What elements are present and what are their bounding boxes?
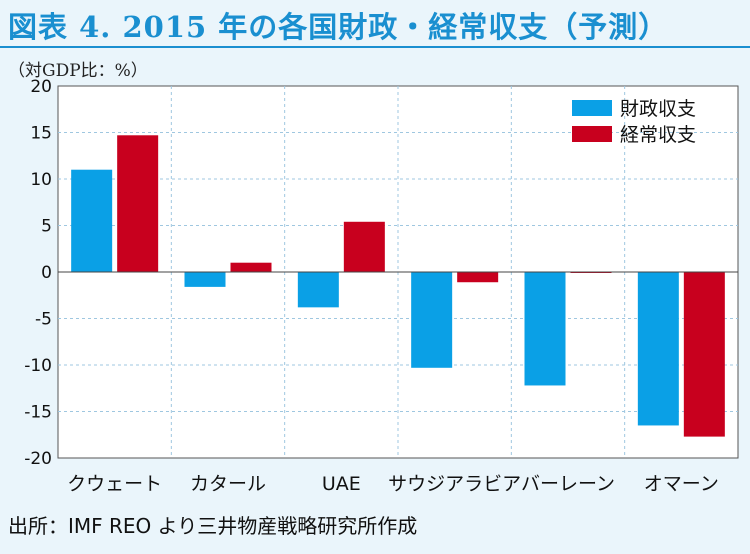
bar-fiscal-0 [71, 169, 113, 272]
bar-fiscal-3 [411, 272, 453, 368]
y-tick-label: 5 [41, 217, 52, 237]
unit-note: （対GDP比：%） [8, 61, 148, 81]
x-tick-label: バーレーン [521, 473, 615, 495]
bar-fiscal-4 [524, 272, 566, 386]
x-tick-label: カタール [190, 473, 266, 495]
bar-fiscal-2 [297, 272, 339, 308]
bars [71, 135, 725, 437]
bar-current-3 [457, 272, 499, 283]
bar-current-1 [230, 262, 272, 272]
y-tick-label: -5 [35, 310, 52, 330]
legend-label: 財政収支 [620, 98, 696, 120]
bar-fiscal-1 [184, 272, 226, 287]
source-note: 出所：IMF REO より三井物産戦略研究所作成 [8, 514, 418, 538]
x-tick-label: UAE [322, 473, 361, 495]
x-tick-label: オマーン [644, 473, 719, 495]
y-tick-label: -20 [24, 449, 52, 469]
legend-swatch [572, 100, 612, 116]
chart-title: 図表 4. 2015 年の各国財政・経常収支（予測） [8, 10, 669, 44]
y-tick-label: -10 [24, 356, 52, 376]
legend-swatch [572, 126, 612, 142]
x-tick-label: サウジアラビア [388, 473, 521, 495]
x-tick-label: クウェート [67, 473, 162, 495]
y-tick-label: 20 [30, 77, 52, 97]
bar-current-2 [343, 221, 385, 272]
bar-fiscal-5 [637, 272, 679, 426]
legend-label: 経常収支 [620, 124, 696, 146]
y-tick-label: 10 [30, 170, 52, 190]
y-tick-label: -15 [24, 403, 52, 423]
y-tick-label: 0 [41, 263, 52, 283]
y-tick-label: 15 [30, 124, 52, 144]
bar-current-0 [117, 135, 159, 272]
y-tick-labels: 20 15 10 5 0 -5 -10 -15 -20 [24, 77, 52, 469]
x-tick-labels: クウェート カタール UAE サウジアラビア バーレーン オマーン [67, 473, 719, 495]
bar-current-5 [683, 272, 725, 437]
title-underline [0, 46, 750, 48]
